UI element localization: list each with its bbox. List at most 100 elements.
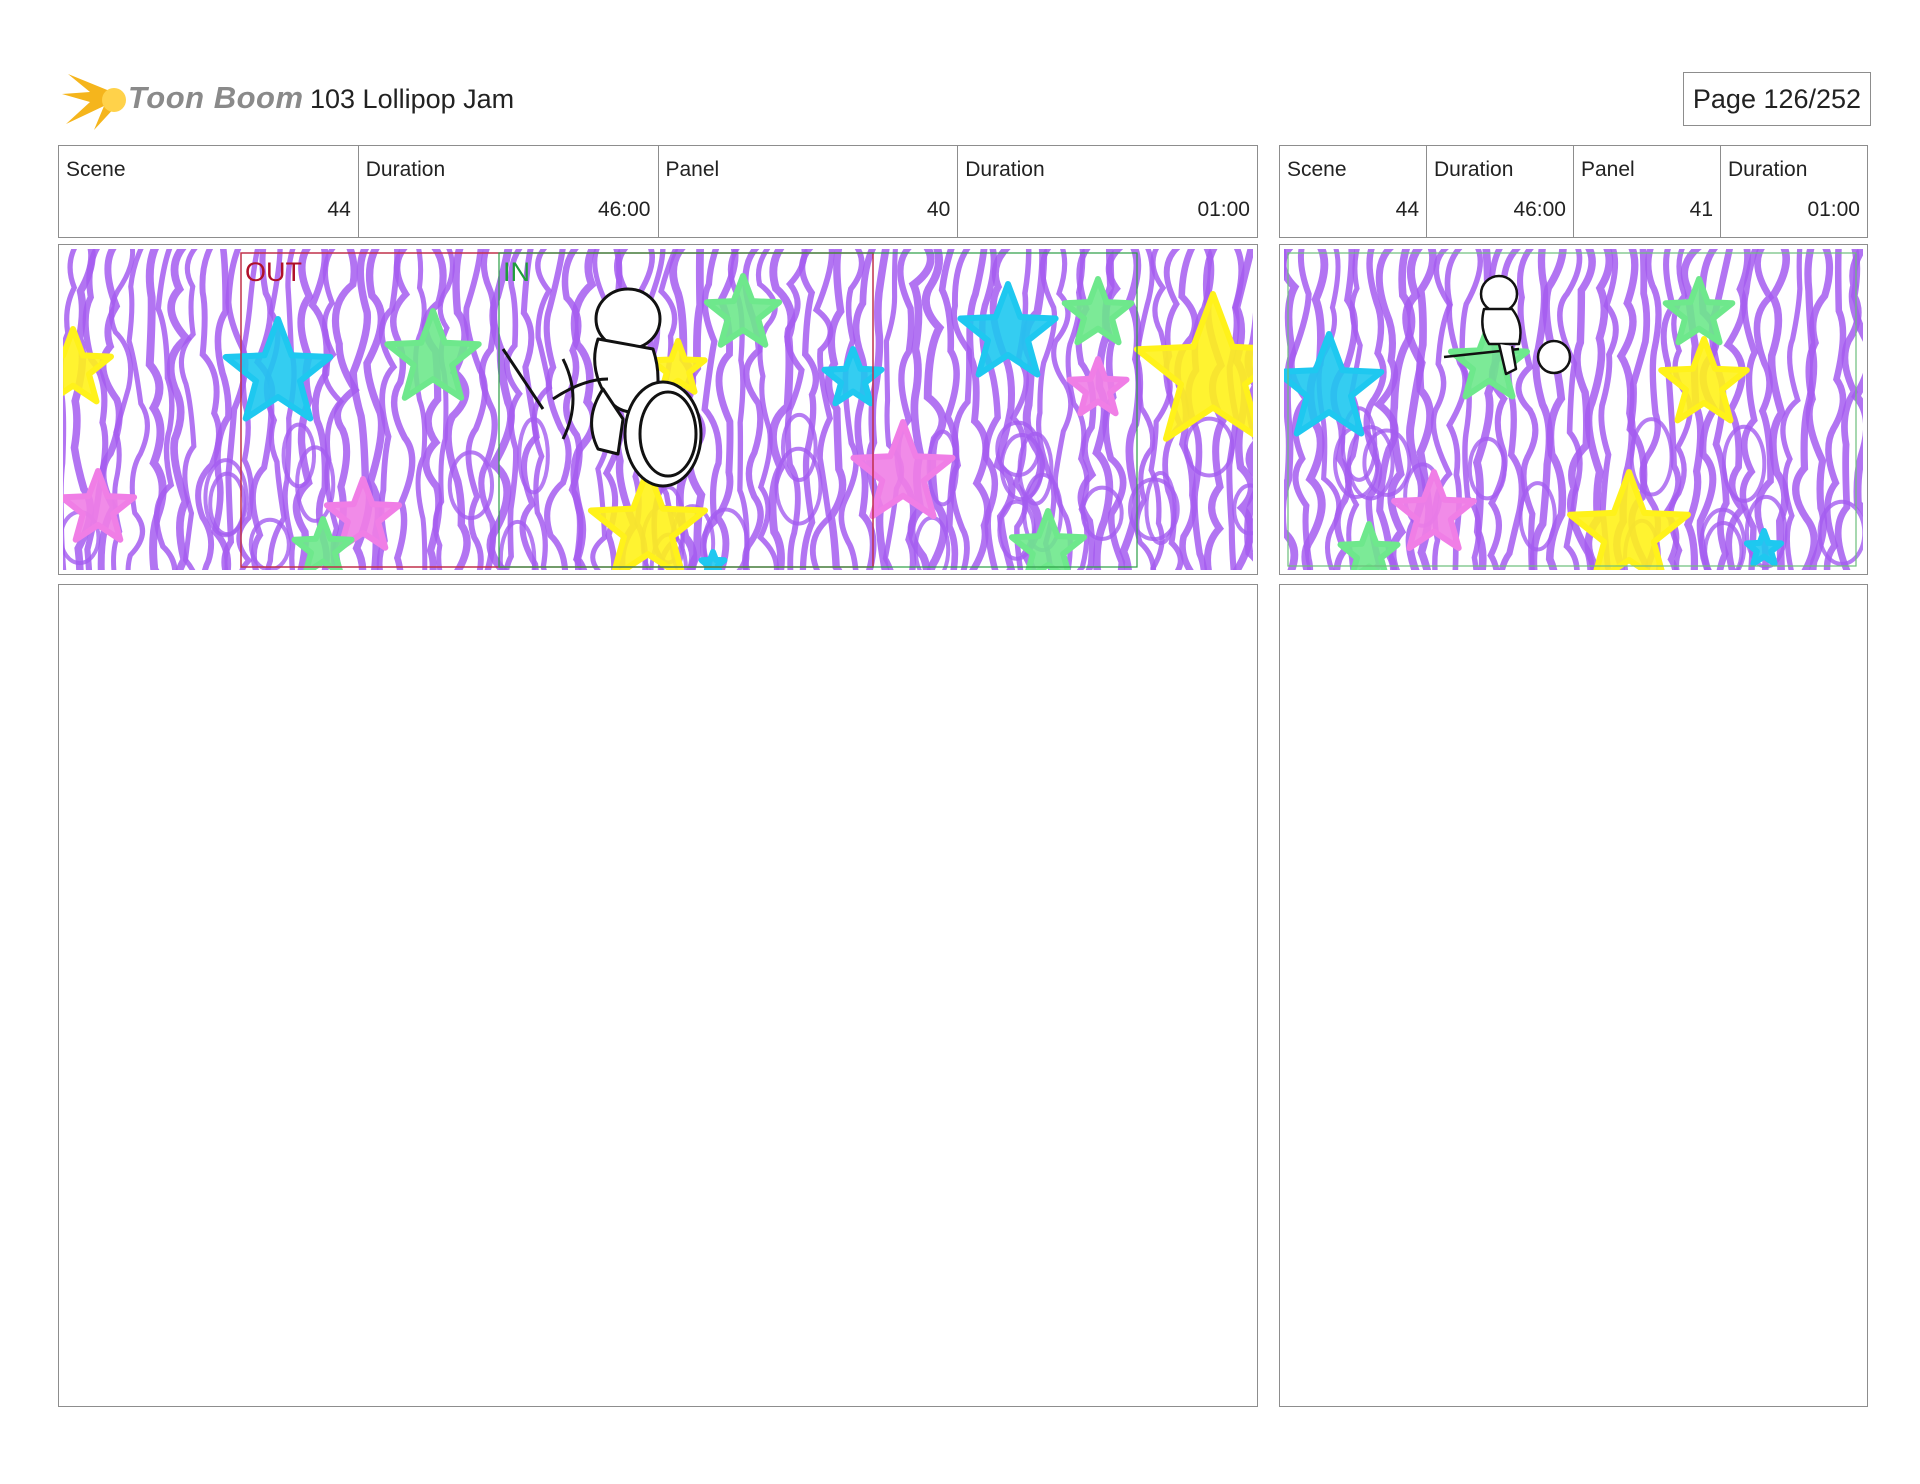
crayon-star bbox=[1066, 356, 1130, 417]
crayon-star bbox=[323, 476, 403, 551]
crayon-scribble-loop bbox=[498, 519, 537, 570]
scene-duration-value: 46:00 bbox=[1513, 198, 1566, 221]
scene-duration-cell: Duration 46:00 bbox=[1427, 146, 1574, 237]
crayon-star bbox=[703, 273, 783, 348]
scene-value: 44 bbox=[1395, 198, 1419, 221]
crayon-star bbox=[63, 468, 138, 543]
crayon-scribble-stroke bbox=[838, 249, 865, 570]
crayon-star bbox=[648, 338, 708, 395]
crayon-star bbox=[222, 316, 334, 422]
crayon-scribble-loop bbox=[1629, 417, 1674, 497]
crayon-scribble-stroke bbox=[1780, 249, 1803, 570]
crayon-scribble-stroke bbox=[921, 249, 949, 570]
crayon-scribble-stroke bbox=[768, 249, 796, 570]
scene-duration-label: Duration bbox=[1434, 158, 1514, 181]
crayon-scribble-stroke bbox=[1767, 249, 1790, 570]
crayon-scribble-stroke bbox=[292, 249, 314, 570]
crayon-scribble-stroke bbox=[1848, 249, 1863, 566]
crayon-scribble-stroke bbox=[949, 249, 973, 570]
panel-41-notes-box bbox=[1279, 584, 1868, 1407]
panel-40-info-table: Scene 44 Duration 46:00 Panel 40 Duratio… bbox=[58, 145, 1258, 238]
crayon-star bbox=[1133, 291, 1253, 442]
crayon-scribble-stroke bbox=[1387, 249, 1416, 570]
panel-40-image-frame: OUT IN bbox=[58, 244, 1258, 575]
panel-duration-label: Duration bbox=[1728, 158, 1808, 181]
crayon-scribble-stroke bbox=[1402, 249, 1426, 570]
camera-frame bbox=[1287, 252, 1857, 567]
crayon-scribble-stroke bbox=[979, 249, 1001, 570]
crayon-scribble-loop bbox=[702, 507, 749, 570]
panel-duration-cell: Duration 01:00 bbox=[1721, 146, 1867, 237]
crayon-scribble-loop bbox=[1721, 424, 1767, 503]
character-sketch bbox=[1443, 274, 1572, 376]
crayon-scribble-stroke bbox=[1102, 249, 1127, 570]
panel-cell: Panel 40 bbox=[659, 146, 959, 237]
crayon-scribble-stroke bbox=[349, 249, 374, 570]
crayon-scribble-loop bbox=[1183, 416, 1235, 478]
crayon-scribble-loop bbox=[1467, 436, 1507, 501]
crayon-scribble-stroke bbox=[503, 249, 523, 570]
character-sketch bbox=[501, 287, 703, 488]
crayon-scribble-loop bbox=[1817, 499, 1863, 566]
crayon-scribble-stroke bbox=[907, 249, 935, 570]
in-camera-frame bbox=[498, 252, 1138, 568]
crayon-scribble-stroke bbox=[824, 249, 847, 570]
scene-label: Scene bbox=[1287, 158, 1347, 181]
crayon-star bbox=[850, 419, 956, 520]
crayon-scribble-stroke bbox=[809, 249, 835, 570]
crayon-scribble-stroke bbox=[282, 249, 297, 570]
crayon-scribble-loop bbox=[208, 471, 247, 537]
crayon-scribble-stroke bbox=[413, 249, 428, 570]
crayon-scribble-stroke bbox=[463, 249, 488, 570]
crayon-star bbox=[1662, 276, 1736, 346]
crayon-scribble-stroke bbox=[1723, 249, 1751, 570]
scene-duration-cell: Duration 46:00 bbox=[359, 146, 659, 237]
crayon-scribble-loop bbox=[1232, 483, 1253, 536]
crayon-star bbox=[1391, 469, 1477, 551]
panel-duration-value: 01:00 bbox=[1197, 198, 1250, 221]
panel-40-notes-box bbox=[58, 584, 1258, 1407]
crayon-scribble-stroke bbox=[70, 249, 96, 570]
panel-value: 40 bbox=[926, 198, 951, 221]
scene-value: 44 bbox=[327, 198, 351, 221]
crayon-star bbox=[1743, 528, 1785, 567]
in-marker: IN bbox=[503, 257, 530, 287]
crayon-star bbox=[587, 466, 709, 570]
toon-boom-logo: Toon Boom bbox=[60, 66, 303, 132]
crayon-scribble-stroke bbox=[1792, 249, 1818, 570]
crayon-scribble-stroke bbox=[700, 249, 723, 570]
scene-cell: Scene 44 bbox=[1280, 146, 1427, 237]
crayon-scribble-loop bbox=[1703, 521, 1744, 570]
panel-41-storyboard-drawing bbox=[1284, 249, 1863, 570]
crayon-scribble-stroke bbox=[390, 249, 416, 570]
panel-duration-cell: Duration 01:00 bbox=[958, 146, 1257, 237]
logo-text: Toon Boom bbox=[128, 80, 304, 115]
panel-duration-value: 01:00 bbox=[1807, 198, 1860, 221]
crayon-scribble-loop bbox=[517, 416, 550, 495]
crayon-scribble-stroke bbox=[432, 249, 455, 570]
crayon-scribble-loop bbox=[1340, 406, 1378, 482]
scene-duration-label: Duration bbox=[365, 158, 446, 181]
crayon-scribble-stroke bbox=[1459, 249, 1483, 570]
crayon-scribble-loop bbox=[997, 499, 1036, 561]
crayon-scribble-stroke bbox=[221, 249, 249, 570]
scene-label: Scene bbox=[66, 158, 126, 181]
crayon-scribble-loop bbox=[1744, 494, 1788, 569]
panel-label: Panel bbox=[665, 158, 720, 181]
crayon-scribble-stroke bbox=[1134, 249, 1157, 570]
panel-label: Panel bbox=[1581, 158, 1635, 181]
crayon-scribble-loop bbox=[1699, 507, 1747, 570]
crayon-scribble-stroke bbox=[145, 249, 167, 570]
crayon-scribble-stroke bbox=[236, 249, 261, 570]
crayon-scribble-loop bbox=[1144, 471, 1177, 546]
crayon-scribble-stroke bbox=[531, 249, 553, 570]
scene-duration-value: 46:00 bbox=[597, 198, 651, 221]
crayon-scribble-stroke bbox=[1557, 249, 1583, 570]
crayon-star bbox=[1567, 469, 1691, 570]
panel-duration-label: Duration bbox=[965, 158, 1045, 181]
crayon-scribble-stroke bbox=[82, 249, 109, 570]
crayon-star bbox=[1448, 321, 1530, 400]
crayon-scribble-stroke bbox=[852, 249, 877, 570]
crayon-scribble-loop bbox=[295, 445, 336, 523]
crayon-scribble-loop bbox=[774, 446, 823, 526]
